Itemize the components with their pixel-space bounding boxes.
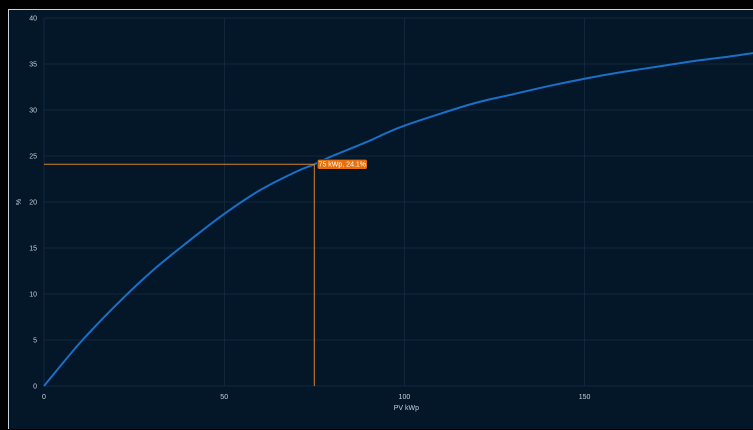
y-tick-label: 35 [29,62,37,69]
x-tick-label: 0 [42,394,46,401]
y-tick-label: 0 [33,384,37,391]
series-line [43,52,753,387]
annotation-label: 75 kWp, 24.1% [319,162,366,169]
x-axis-label: PV kWp [394,405,419,412]
grid-lines [43,17,753,387]
series-layer [43,52,753,387]
line-chart: 0 50 100 150 0 5 10 15 20 25 30 35 40 75 kWp, 24.1%… [16,16,753,412]
y-tick-label: 10 [29,292,37,299]
x-axis-ticks: 0 50 100 150 [42,394,591,401]
y-tick-label: 40 [29,16,37,23]
y-axis-ticks: 0 5 10 15 20 25 30 35 40 [29,16,37,391]
y-tick-label: 30 [29,108,37,115]
chart-panel: 0 50 100 150 0 5 10 15 20 25 30 35 40 75 kWp, 24.1%… [8,9,753,429]
annotation-layer: 75 kWp, 24.1% [44,158,368,386]
y-tick-label: 20 [29,200,37,207]
y-axis-label: % [16,199,23,205]
y-tick-label: 25 [29,154,37,161]
x-tick-label: 100 [399,394,411,401]
x-tick-label: 150 [579,394,591,401]
annotation-tooltip [317,158,368,170]
y-tick-label: 5 [33,338,37,345]
y-tick-label: 15 [29,246,37,253]
x-tick-label: 50 [220,394,228,401]
